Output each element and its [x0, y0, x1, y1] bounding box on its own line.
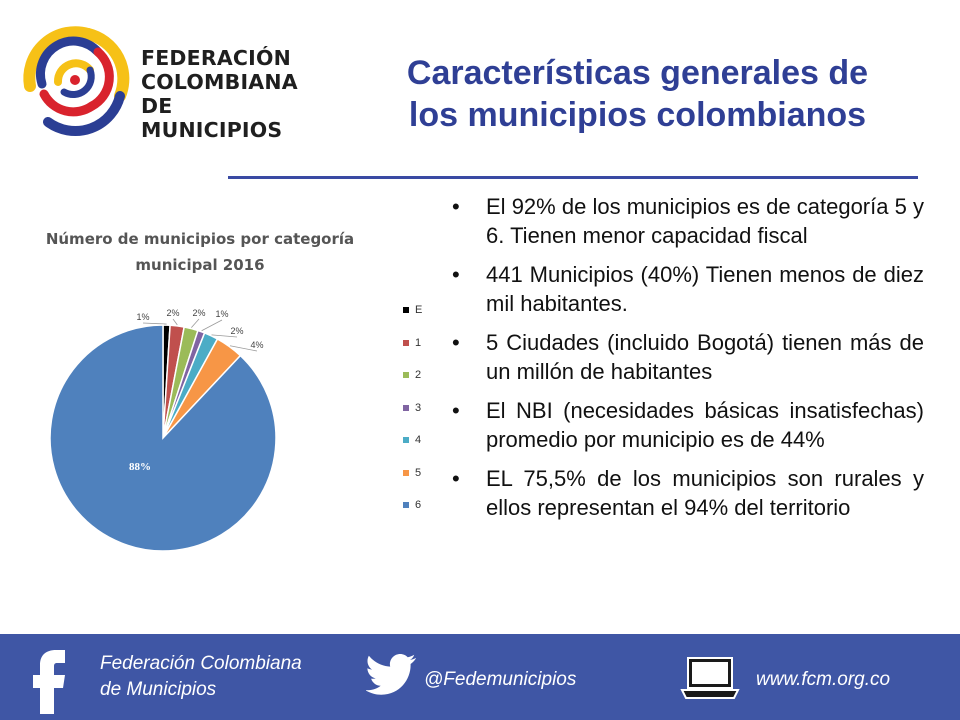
- bullet-item: • El NBI (necesidades básicas insatisfech…: [452, 396, 924, 454]
- title-divider: [228, 176, 918, 179]
- page-title: Características generales de los municip…: [360, 52, 915, 136]
- bullet-list: • El 92% de los municipios es de categorí…: [452, 192, 924, 532]
- legend-label-1: 1: [415, 336, 422, 349]
- fcm-logo: FEDERACIÓN COLOMBIANA DE MUNICIPIOS: [18, 18, 318, 142]
- facebook-icon[interactable]: [30, 642, 70, 714]
- bullet-item: • El 92% de los municipios es de categorí…: [452, 192, 924, 250]
- pie-data-label-6: 88%: [129, 461, 151, 473]
- logo-wordmark: FEDERACIÓN COLOMBIANA DE MUNICIPIOS: [141, 46, 318, 142]
- chart-title: Número de municipios por categoría munic…: [30, 226, 370, 278]
- bullet-item: • EL 75,5% de los municipios son rurales …: [452, 464, 924, 522]
- pie-leader-line-2: [191, 318, 200, 328]
- legend-swatch-4: [403, 437, 409, 443]
- pie-leader-line-1: [172, 318, 178, 326]
- bullet-marker: •: [452, 330, 460, 355]
- pie-data-label-1: 2%: [166, 308, 179, 318]
- legend-label-2: 2: [415, 369, 422, 381]
- logo-line-1: FEDERACIÓN: [141, 46, 291, 70]
- legend-swatch-3: [403, 404, 409, 411]
- pie-data-label-4: 2%: [230, 326, 243, 336]
- footer-website-link[interactable]: www.fcm.org.co: [756, 669, 891, 690]
- pie-leader-line-3: [201, 319, 223, 332]
- footer-bar: Federación Colombiana de Municipios @Fed…: [0, 634, 960, 720]
- legend-swatch-2: [403, 372, 409, 378]
- logo-line-2: COLOMBIANA: [141, 70, 298, 94]
- page-title-line-1: Características generales de: [406, 54, 869, 92]
- bullet-text: 5 Ciudades (incluido Bogotá) tienen más …: [486, 330, 924, 384]
- pie-data-label-3: 1%: [215, 309, 228, 319]
- legend-label-3: 3: [415, 401, 422, 414]
- pie-leader-line-5: [229, 345, 258, 352]
- bullet-item: • 5 Ciudades (incluido Bogotá) tienen más…: [452, 328, 924, 386]
- pie-data-label-E: 1%: [136, 312, 149, 322]
- fcm-spiral-logo-icon: [23, 26, 130, 136]
- legend-label-6: 6: [415, 499, 422, 511]
- bullet-marker: •: [452, 398, 460, 423]
- pie-data-label-5: 4%: [250, 340, 263, 350]
- twitter-icon[interactable]: [366, 652, 418, 696]
- legend-swatch-5: [403, 469, 409, 476]
- footer-facebook-line-1[interactable]: Federación Colombiana: [100, 653, 302, 674]
- chart-title-line-2: municipal 2016: [135, 256, 265, 274]
- legend-label-4: 4: [415, 434, 422, 446]
- bullet-marker: •: [452, 194, 460, 219]
- logo-line-3: DE MUNICIPIOS: [141, 94, 283, 142]
- pie-leader-line-E: [142, 322, 167, 325]
- footer-facebook-line-2[interactable]: de Municipios: [100, 679, 217, 700]
- bullet-text: El 92% de los municipios es de categoría…: [486, 194, 924, 248]
- legend-swatch-1: [403, 339, 409, 346]
- pie-data-label-2: 2%: [192, 308, 205, 318]
- legend-label-5: 5: [415, 466, 422, 479]
- laptop-icon: [680, 657, 740, 699]
- bullet-marker: •: [452, 262, 460, 287]
- chart-title-line-1: Número de municipios por categoría: [45, 230, 355, 248]
- legend-label-E: E: [415, 304, 423, 316]
- page-title-line-2: los municipios colombianos: [408, 96, 867, 134]
- pie-chart: 1% 2% 2% 1%2%4%88%: [49, 308, 277, 552]
- bullet-text: 441 Municipios (40%) Tienen menos de die…: [486, 262, 924, 316]
- legend-swatch-6: [403, 502, 409, 508]
- pie-slice-6: [49, 324, 277, 552]
- bullet-item: • 441 Municipios (40%) Tienen menos de di…: [452, 260, 924, 318]
- bullet-text: El NBI (necesidades básicas insatisfecha…: [486, 398, 924, 452]
- pie-leader-line-4: [211, 334, 238, 338]
- footer-twitter-handle[interactable]: @Fedemunicipios: [424, 669, 577, 690]
- bullet-marker: •: [452, 466, 460, 491]
- bullet-text: EL 75,5% de los municipios son rurales y…: [486, 466, 924, 520]
- legend-swatch-E: [403, 307, 409, 313]
